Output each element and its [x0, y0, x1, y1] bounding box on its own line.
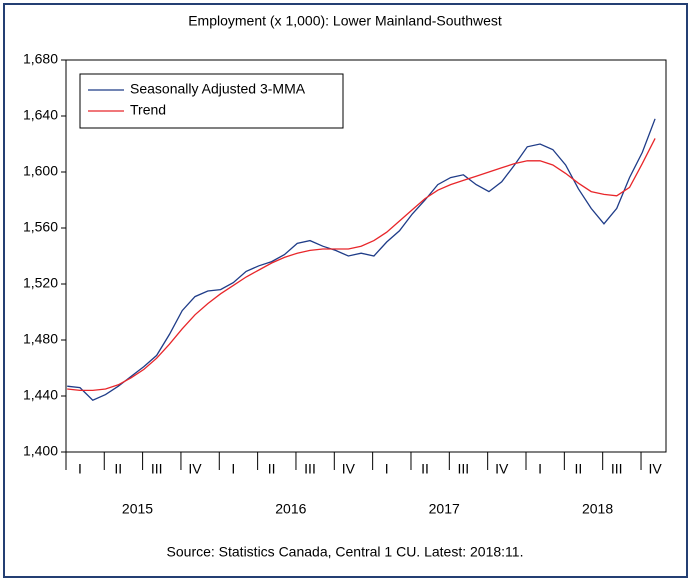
series-line	[67, 118, 656, 401]
x-tick-label: II	[268, 461, 276, 477]
y-tick-label: 1,440	[23, 387, 58, 403]
source-note: Source: Statistics Canada, Central 1 CU.…	[167, 544, 524, 560]
x-tick-label: II	[575, 461, 583, 477]
x-tick-label: II	[421, 461, 429, 477]
x-tick-label: I	[78, 461, 82, 477]
year-label: 2018	[582, 501, 613, 517]
x-tick-label: III	[151, 461, 163, 477]
y-tick-label: 1,600	[23, 163, 58, 179]
x-tick-label: I	[385, 461, 389, 477]
x-tick-label: III	[304, 461, 316, 477]
chart-title: Employment (x 1,000): Lower Mainland-Sou…	[188, 13, 502, 29]
y-tick-label: 1,560	[23, 219, 58, 235]
y-tick-label: 1,400	[23, 443, 58, 459]
x-tick-label: IV	[648, 461, 662, 477]
x-tick-label: IV	[188, 461, 202, 477]
x-tick-label: I	[231, 461, 235, 477]
x-tick-label: III	[458, 461, 470, 477]
y-tick-label: 1,480	[23, 331, 58, 347]
y-tick-label: 1,520	[23, 275, 58, 291]
y-tick-label: 1,680	[23, 51, 58, 67]
series-line	[67, 138, 656, 392]
year-label: 2015	[122, 501, 153, 517]
x-tick-label: IV	[342, 461, 356, 477]
legend	[79, 73, 344, 129]
x-tick-label: IV	[495, 461, 509, 477]
x-tick-label: III	[611, 461, 623, 477]
year-label: 2016	[275, 501, 306, 517]
x-tick-label: II	[114, 461, 122, 477]
y-tick-label: 1,640	[23, 107, 58, 123]
year-label: 2017	[429, 501, 460, 517]
legend-label: Seasonally Adjusted 3-MMA	[130, 81, 306, 97]
x-tick-label: I	[538, 461, 542, 477]
legend-label: Trend	[130, 102, 166, 118]
